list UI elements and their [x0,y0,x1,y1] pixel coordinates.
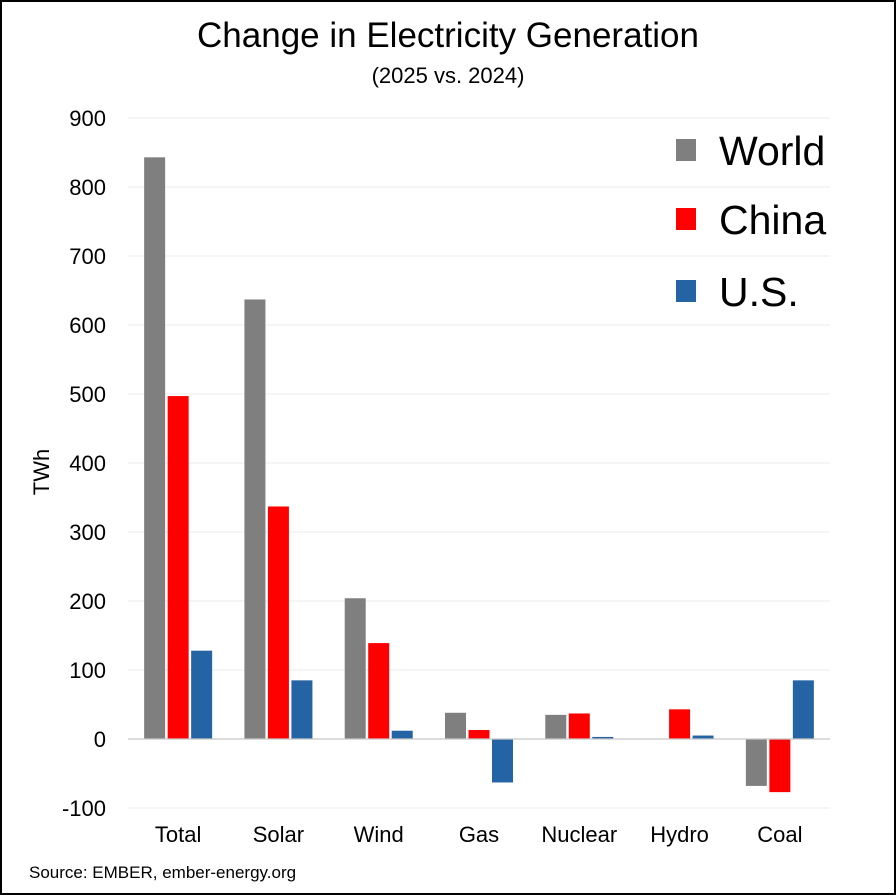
legend-swatch [676,280,696,302]
y-tick-label: 800 [69,175,106,200]
bar-coal-world [745,739,767,786]
y-tick-label: 400 [69,451,106,476]
y-tick-label: 0 [94,727,106,752]
bar-solar-china [267,506,289,739]
bar-nuclear-world [545,714,567,739]
bar-coal-us [792,680,814,739]
bar-gas-world [445,712,466,739]
legend-swatch [676,208,696,230]
legend-label: World [719,128,825,174]
source-note: Source: EMBER, ember-energy.org [29,863,297,882]
chart-title: Change in Electricity Generation [197,16,699,55]
x-tick-label: Solar [253,822,304,847]
x-tick-label: Coal [757,822,802,847]
y-tick-label: 500 [69,382,106,407]
bar-nuclear-us [592,736,614,739]
bar-wind-us [391,730,413,739]
bar-nuclear-china [568,713,590,739]
legend-swatch [676,139,696,161]
bar-total-china [167,396,189,739]
x-tick-label: Hydro [650,822,709,847]
bar-solar-world [244,299,266,739]
x-tick-label: Gas [459,822,499,847]
bar-wind-world [344,598,366,739]
bar-wind-china [368,643,390,739]
y-tick-label: -100 [62,796,106,821]
bar-hydro-us [692,735,714,739]
x-tick-label: Wind [354,822,404,847]
x-tick-label: Total [155,822,201,847]
bar-gas-us [492,739,513,783]
y-tick-label: 600 [69,313,106,338]
bar-gas-china [468,730,490,739]
y-tick-label: 300 [69,520,106,545]
bar-total-world [144,157,166,739]
y-tick-label: 700 [69,244,106,269]
bar-solar-us [291,680,313,739]
chart-subtitle: (2025 vs. 2024) [371,63,525,88]
bar-coal-china [769,739,791,793]
bar-hydro-china [669,709,691,739]
bar-total-us [191,650,213,739]
x-tick-label: Nuclear [541,822,617,847]
legend-label: U.S. [719,269,799,315]
y-tick-label: 100 [69,658,106,683]
legend-label: China [719,197,826,243]
y-tick-label: 900 [69,106,106,131]
y-tick-label: 200 [69,589,106,614]
